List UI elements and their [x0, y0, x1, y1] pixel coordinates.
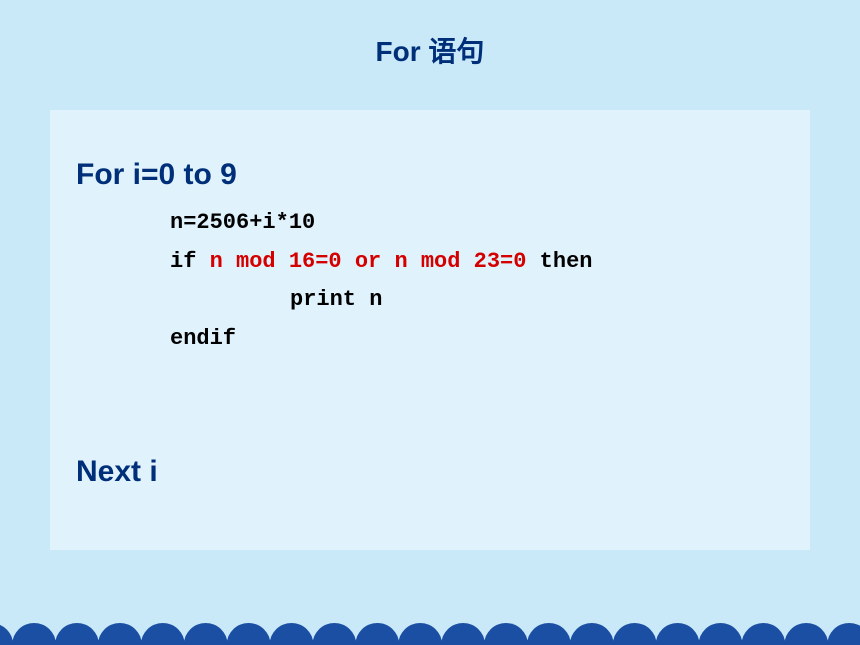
- code-line-4: endif: [170, 320, 592, 359]
- code-line-2: if n mod 16=0 or n mod 23=0 then: [170, 243, 592, 282]
- slide-title: For 语句: [0, 30, 860, 70]
- next-statement: Next i: [76, 455, 158, 489]
- code-then-suffix: then: [526, 249, 592, 274]
- code-block: n=2506+i*10 if n mod 16=0 or n mod 23=0 …: [170, 204, 592, 358]
- wave-svg: [0, 595, 860, 645]
- code-line-3: print n: [170, 281, 592, 320]
- for-statement: For i=0 to 9: [76, 158, 237, 192]
- code-line-1: n=2506+i*10: [170, 204, 592, 243]
- wave-decoration: [0, 595, 860, 645]
- code-print: print n: [290, 287, 382, 312]
- code-condition: n mod 16=0 or n mod 23=0: [210, 249, 527, 274]
- code-if-prefix: if: [170, 249, 210, 274]
